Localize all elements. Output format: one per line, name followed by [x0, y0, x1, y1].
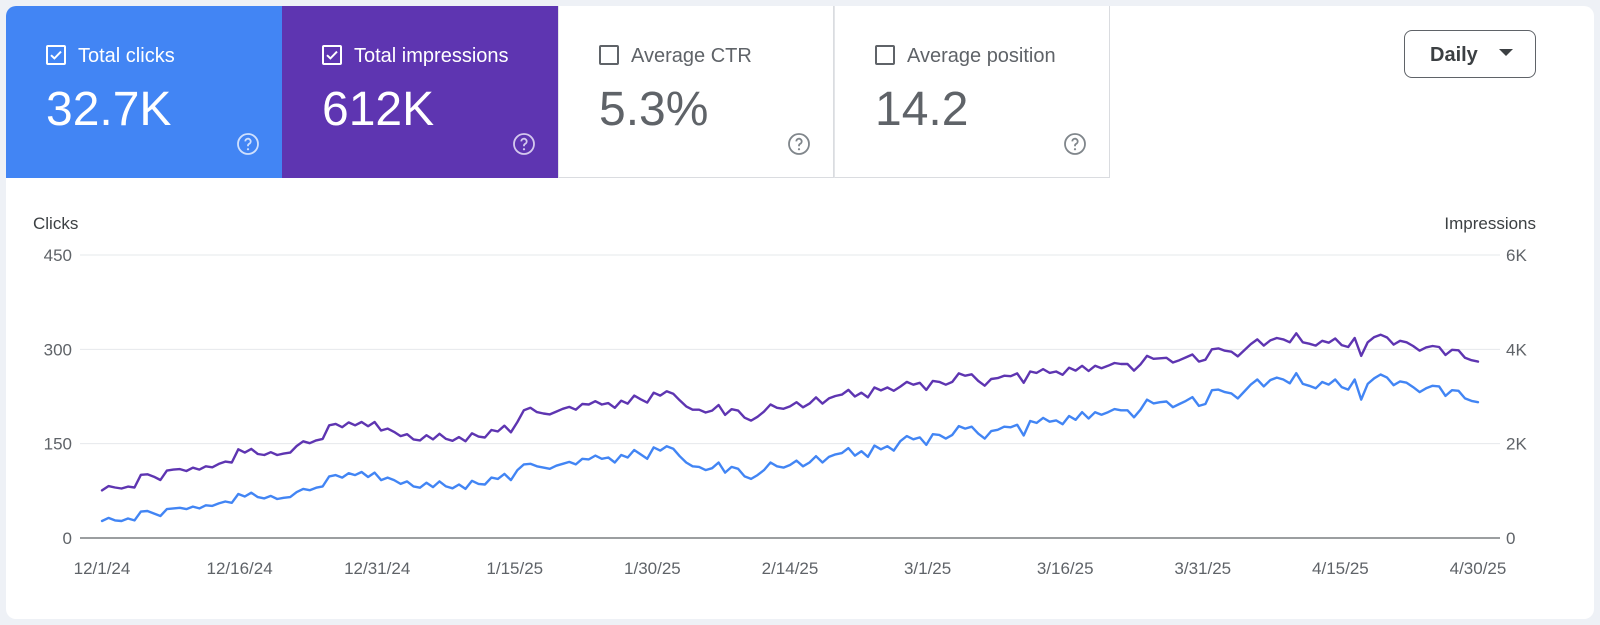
metric-tile-average-ctr[interactable]: Average CTR 5.3%: [558, 6, 834, 178]
right-axis-title: Impressions: [1444, 214, 1536, 233]
checkbox-checked-icon[interactable]: [322, 45, 342, 65]
right-axis-ticks: 0 2K 4K 6K: [1506, 246, 1527, 548]
impressions-series-line: [100, 332, 1480, 492]
metric-label: Total clicks: [78, 45, 175, 67]
question-circle-icon[interactable]: [512, 132, 536, 156]
left-tick-label: 150: [44, 435, 72, 454]
x-tick-label: 1/30/25: [624, 559, 681, 578]
left-tick-label: 450: [44, 246, 72, 265]
left-tick-label: 300: [44, 340, 72, 359]
x-tick-label: 12/16/24: [207, 559, 273, 578]
question-circle-icon[interactable]: [236, 132, 260, 156]
metric-value: 32.7K: [46, 83, 172, 136]
granularity-dropdown[interactable]: Daily: [1404, 30, 1536, 78]
metric-value: 14.2: [875, 83, 969, 136]
question-circle-icon[interactable]: [787, 132, 811, 156]
metric-label: Total impressions: [354, 45, 509, 67]
left-tick-label: 0: [63, 529, 72, 548]
metric-value: 5.3%: [599, 83, 709, 136]
metric-tile-total-clicks[interactable]: Total clicks 32.7K: [6, 6, 282, 178]
series-lines: [100, 332, 1480, 523]
clicks-series-line: [100, 372, 1480, 523]
performance-chart: Clicks Impressions 0 150 300 450 0 2K 4K 6K 12…: [33, 214, 1536, 578]
x-tick-label: 3/1/25: [904, 559, 951, 578]
right-tick-label: 6K: [1506, 246, 1527, 265]
x-tick-label: 3/16/25: [1037, 559, 1094, 578]
x-tick-label: 3/31/25: [1174, 559, 1231, 578]
question-circle-icon[interactable]: [1063, 132, 1087, 156]
x-tick-label: 1/15/25: [486, 559, 543, 578]
granularity-selected: Daily: [1430, 44, 1478, 66]
right-tick-label: 4K: [1506, 340, 1527, 359]
x-tick-label: 4/15/25: [1312, 559, 1369, 578]
left-axis-ticks: 0 150 300 450: [44, 246, 72, 548]
metric-label: Average CTR: [631, 45, 752, 67]
metric-tile-total-impressions[interactable]: Total impressions 612K: [282, 6, 558, 178]
right-tick-label: 0: [1506, 529, 1515, 548]
checkbox-unchecked-icon[interactable]: [599, 45, 619, 65]
metric-tile-average-position[interactable]: Average position 14.2: [834, 6, 1110, 178]
metric-label: Average position: [907, 45, 1056, 67]
left-axis-title: Clicks: [33, 214, 78, 233]
checkbox-checked-icon[interactable]: [46, 45, 66, 65]
chart-grid: [80, 254, 1500, 539]
metric-tiles: Total clicks 32.7K Total impressions 612…: [6, 6, 1110, 178]
x-tick-label: 4/30/25: [1450, 559, 1507, 578]
checkbox-unchecked-icon[interactable]: [875, 45, 895, 65]
x-tick-label: 12/31/24: [344, 559, 410, 578]
x-tick-label: 12/1/24: [74, 559, 131, 578]
right-tick-label: 2K: [1506, 435, 1527, 454]
x-tick-label: 2/14/25: [762, 559, 819, 578]
caret-down-icon: [1499, 49, 1513, 56]
performance-card: Total clicks 32.7K Total impressions 612…: [6, 6, 1594, 619]
x-axis-ticks: 12/1/24 12/16/24 12/31/24 1/15/25 1/30/25 2/1…: [74, 559, 1507, 578]
metric-value: 612K: [322, 83, 435, 136]
